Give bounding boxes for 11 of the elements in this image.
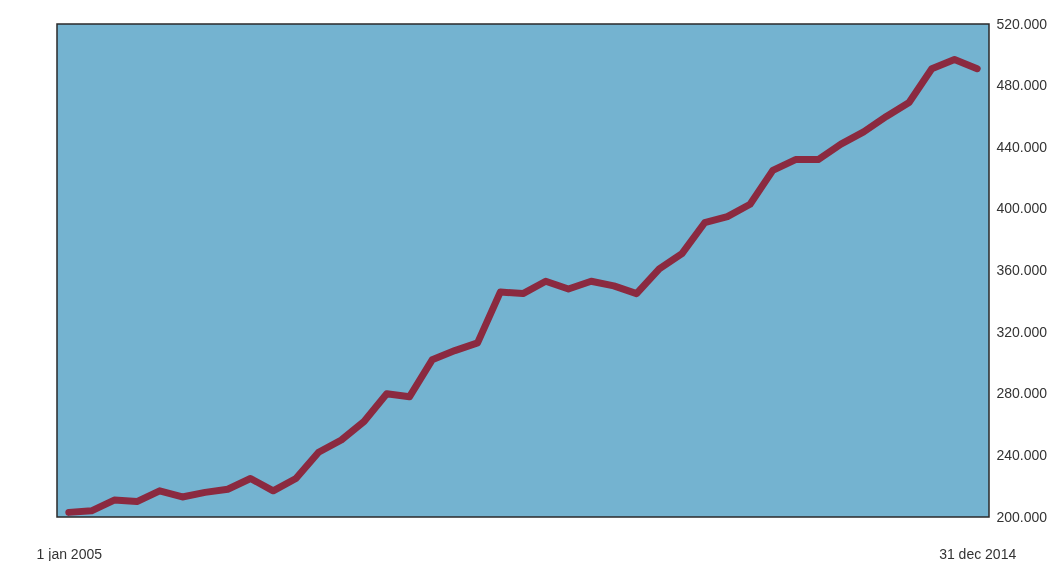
y-tick-label: 440.000	[996, 138, 1048, 155]
y-tick-label: 480.000	[996, 77, 1048, 94]
x-tick-label: 1 jan 2005	[36, 545, 103, 561]
y-tick-label: 240.000	[996, 446, 1048, 463]
y-tick-label: 400.000	[996, 200, 1048, 217]
y-tick-label: 320.000	[996, 323, 1048, 340]
y-tick-label: 360.000	[996, 262, 1048, 278]
y-tick-label: 200.000	[996, 508, 1048, 525]
y-tick-label: 520.000	[996, 15, 1048, 32]
y-tick-label: 280.000	[996, 385, 1048, 402]
x-tick-label: 31 dec 2014	[939, 545, 1017, 561]
